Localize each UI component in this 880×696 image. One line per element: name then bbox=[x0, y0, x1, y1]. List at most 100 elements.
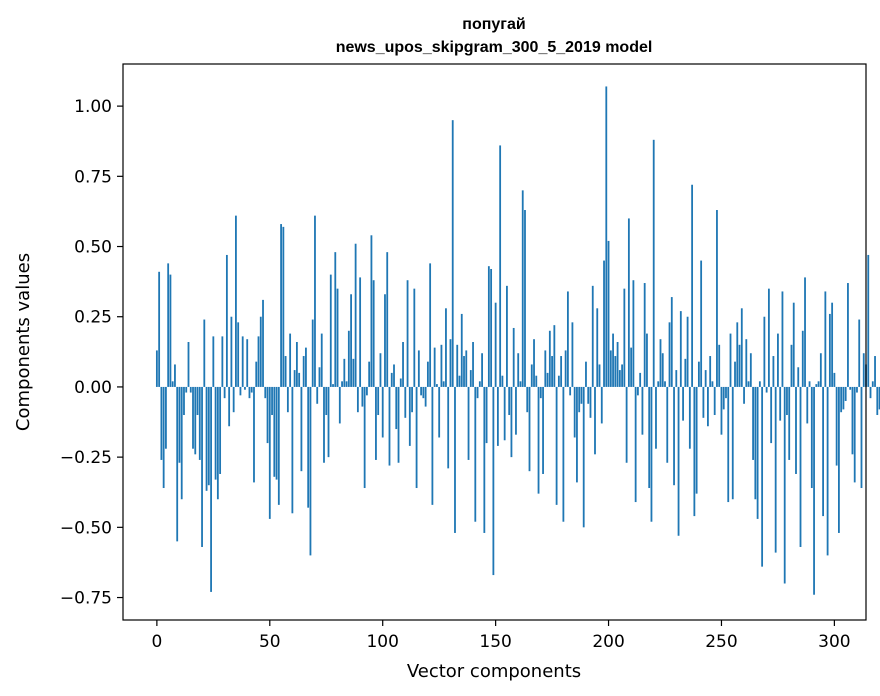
bar bbox=[530, 364, 533, 387]
bar bbox=[738, 344, 741, 387]
x-tick-label: 200 bbox=[592, 632, 624, 652]
bar bbox=[167, 263, 170, 387]
bar bbox=[876, 386, 879, 416]
bar bbox=[655, 386, 657, 449]
bar bbox=[576, 386, 578, 483]
bar bbox=[496, 386, 499, 446]
bar bbox=[544, 350, 547, 387]
bar bbox=[519, 381, 522, 387]
bar bbox=[293, 370, 296, 387]
bar bbox=[329, 274, 332, 387]
bar bbox=[178, 386, 181, 463]
bar bbox=[542, 386, 544, 474]
bar bbox=[327, 386, 330, 458]
bar bbox=[487, 266, 490, 387]
bar bbox=[648, 386, 651, 489]
bar bbox=[670, 297, 673, 387]
bar bbox=[244, 386, 246, 390]
bar bbox=[783, 386, 786, 584]
bar bbox=[612, 333, 614, 387]
bar bbox=[688, 386, 691, 449]
bar bbox=[370, 235, 373, 387]
bar bbox=[580, 386, 583, 404]
bar bbox=[289, 333, 292, 387]
bar bbox=[214, 386, 217, 480]
chart-title-line2: news_upos_skipgram_300_5_2019 model bbox=[336, 39, 653, 56]
bar bbox=[736, 322, 739, 387]
bar bbox=[420, 386, 423, 396]
bar bbox=[162, 386, 165, 489]
bar bbox=[210, 386, 212, 592]
bar bbox=[840, 386, 843, 413]
bar bbox=[431, 386, 434, 505]
bar bbox=[614, 356, 617, 387]
bar bbox=[246, 339, 249, 387]
bar bbox=[438, 386, 441, 438]
bar bbox=[356, 386, 359, 413]
bar bbox=[677, 386, 680, 536]
bar bbox=[433, 347, 436, 387]
bar bbox=[241, 336, 244, 387]
bar bbox=[417, 350, 420, 387]
bar bbox=[813, 386, 815, 595]
bar bbox=[822, 386, 824, 517]
y-tick-label: −0.50 bbox=[60, 518, 112, 538]
bar bbox=[853, 386, 856, 483]
bar bbox=[650, 386, 653, 522]
bar bbox=[557, 375, 560, 387]
bar bbox=[799, 386, 802, 547]
bar bbox=[379, 353, 382, 387]
bar bbox=[192, 386, 194, 449]
bar bbox=[492, 386, 495, 576]
bar bbox=[528, 386, 531, 472]
bar bbox=[223, 386, 226, 399]
bar bbox=[375, 386, 377, 460]
bar bbox=[702, 386, 705, 418]
bar bbox=[257, 336, 260, 387]
bar bbox=[343, 358, 346, 387]
bar bbox=[569, 386, 572, 396]
bar bbox=[704, 370, 707, 387]
bar bbox=[463, 356, 465, 387]
bar bbox=[390, 372, 393, 387]
bar bbox=[338, 386, 341, 424]
bar bbox=[485, 386, 488, 444]
bar bbox=[607, 240, 610, 387]
bar bbox=[284, 356, 287, 387]
bar bbox=[700, 260, 703, 387]
bar bbox=[194, 386, 197, 455]
bar bbox=[729, 333, 732, 387]
y-tick-label: 0.50 bbox=[74, 238, 112, 258]
bar bbox=[537, 386, 540, 494]
bar bbox=[679, 311, 682, 387]
bar bbox=[835, 386, 838, 466]
bars-group bbox=[155, 86, 880, 595]
bar bbox=[207, 386, 210, 486]
bar bbox=[336, 288, 339, 387]
bar bbox=[752, 386, 754, 460]
bar bbox=[743, 386, 745, 404]
bar bbox=[792, 302, 795, 387]
bar bbox=[819, 353, 822, 387]
bar bbox=[451, 120, 454, 387]
bar bbox=[867, 254, 870, 387]
bar bbox=[745, 339, 748, 387]
bar bbox=[731, 386, 734, 500]
chart-title-line1: попугай bbox=[462, 16, 525, 33]
bar bbox=[316, 386, 319, 404]
bar bbox=[810, 386, 813, 489]
x-tick-label: 100 bbox=[366, 632, 398, 652]
bar bbox=[666, 386, 669, 463]
bar bbox=[627, 218, 630, 387]
bar bbox=[711, 381, 714, 387]
bar bbox=[659, 339, 662, 387]
bar bbox=[165, 386, 167, 449]
bar bbox=[216, 386, 219, 500]
bar bbox=[564, 350, 567, 387]
bar bbox=[424, 386, 427, 407]
bar bbox=[632, 280, 635, 387]
bar bbox=[314, 215, 316, 387]
bar bbox=[747, 381, 750, 387]
bar bbox=[219, 386, 222, 474]
bar bbox=[499, 145, 502, 387]
